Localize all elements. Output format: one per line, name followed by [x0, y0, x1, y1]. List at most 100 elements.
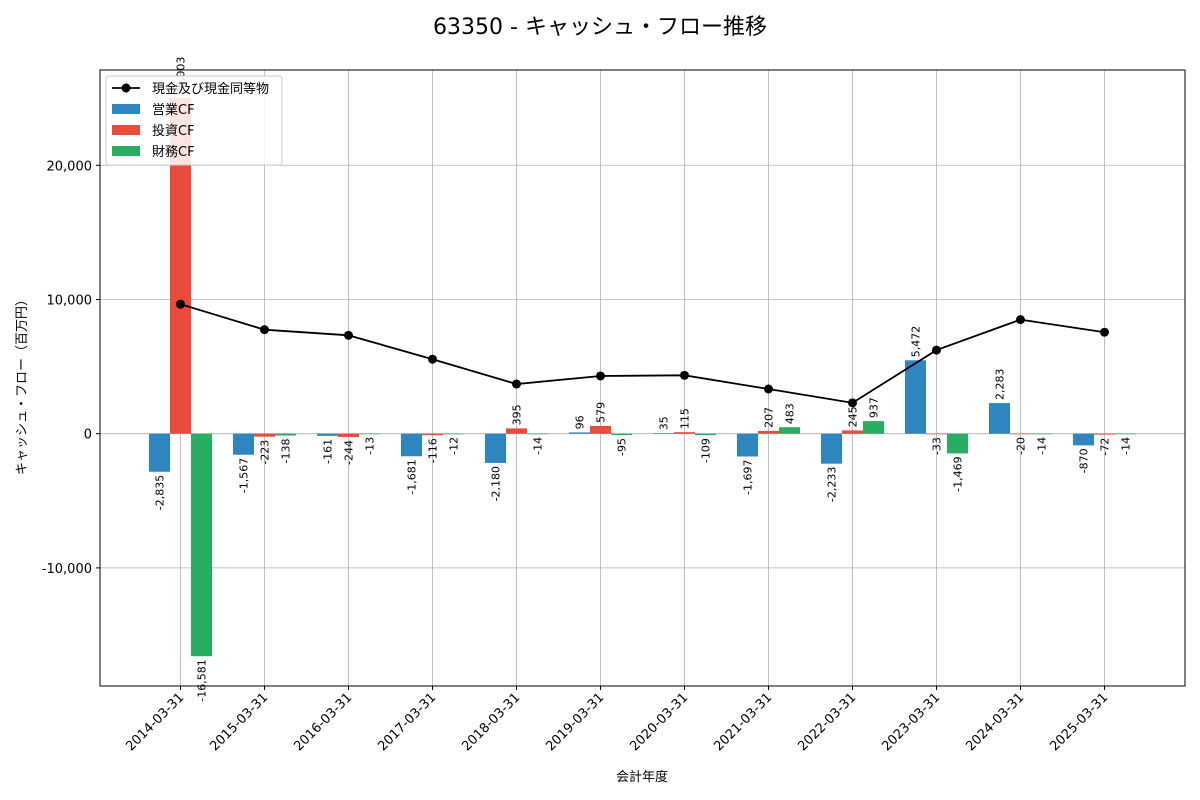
bar-label-財務CF-2016-03-31: -13 [364, 437, 377, 455]
bar-label-財務CF-2021-03-31: 483 [784, 403, 797, 424]
bar-財務CF-2022-03-31 [863, 421, 884, 434]
bar-label-投資CF-2021-03-31: 207 [763, 407, 776, 428]
bar-label-営業CF-2016-03-31: -161 [322, 439, 335, 464]
x-tick-label-3: 2017-03-31 [375, 690, 439, 754]
bar-label-投資CF-2022-03-31: 245 [847, 406, 860, 427]
bar-財務CF-2016-03-31 [359, 433, 380, 435]
y-axis-label: キャッシュ・フロー（百万円） [15, 293, 30, 475]
bar-財務CF-2021-03-31 [779, 427, 800, 434]
bar-財務CF-2014-03-31 [191, 433, 212, 657]
y-tick-label-3: 20,000 [47, 159, 93, 174]
y-tick-label-1: 0 [84, 428, 92, 443]
bar-財務CF-2017-03-31 [443, 433, 464, 435]
bar-label-営業CF-2023-03-31: 5,472 [910, 326, 923, 358]
bar-label-財務CF-2015-03-31: -138 [280, 439, 293, 464]
bar-財務CF-2023-03-31 [947, 433, 968, 454]
bar-財務CF-2024-03-31 [1031, 433, 1052, 435]
x-tick-label-1: 2015-03-31 [207, 690, 271, 754]
bar-label-営業CF-2021-03-31: -1,697 [742, 459, 755, 494]
x-tick-label-7: 2021-03-31 [711, 690, 775, 754]
bar-営業CF-2014-03-31 [149, 433, 170, 472]
bar-営業CF-2023-03-31 [905, 360, 926, 434]
bar-投資CF-2023-03-31 [926, 433, 947, 435]
bar-label-投資CF-2017-03-31: -116 [427, 438, 440, 463]
line-point-2021-03-31 [764, 384, 773, 394]
y-tick-label-2: 10,000 [47, 293, 93, 308]
bar-label-財務CF-2024-03-31: -14 [1036, 437, 1049, 455]
bar-財務CF-2020-03-31 [695, 433, 716, 436]
bar-投資CF-2015-03-31 [254, 433, 275, 437]
line-point-2016-03-31 [344, 330, 353, 340]
x-tick-label-6: 2020-03-31 [627, 690, 691, 754]
bar-label-財務CF-2014-03-31: -16,581 [196, 659, 209, 701]
line-point-2025-03-31 [1100, 327, 1109, 337]
bar-投資CF-2014-03-31 [170, 98, 191, 434]
y-tick-label-0: -10,000 [42, 562, 92, 577]
line-cash-equivalents [180, 303, 1105, 404]
legend-swatch-marker [121, 83, 131, 93]
line-point-2022-03-31 [848, 398, 857, 408]
bar-投資CF-2025-03-31 [1094, 433, 1115, 435]
bar-label-投資CF-2016-03-31: -244 [343, 440, 356, 465]
bar-label-営業CF-2018-03-31: -2,180 [490, 466, 503, 501]
bar-label-営業CF-2017-03-31: -1,681 [406, 459, 419, 494]
line-point-2014-03-31 [176, 299, 185, 309]
bar-label-投資CF-2025-03-31: -72 [1099, 438, 1112, 456]
bar-営業CF-2019-03-31 [569, 432, 590, 434]
bar-営業CF-2024-03-31 [989, 403, 1010, 434]
line-point-2017-03-31 [428, 354, 437, 364]
bar-label-財務CF-2017-03-31: -12 [448, 437, 461, 455]
line-point-2019-03-31 [596, 371, 605, 381]
bar-投資CF-2024-03-31 [1010, 433, 1031, 435]
bar-label-営業CF-2015-03-31: -1,567 [238, 458, 251, 493]
bar-財務CF-2025-03-31 [1115, 433, 1136, 435]
line-point-2023-03-31 [932, 345, 941, 355]
x-axis-label: 会計年度 [616, 769, 668, 785]
bar-営業CF-2025-03-31 [1073, 433, 1094, 446]
bar-label-投資CF-2019-03-31: 579 [595, 402, 608, 423]
bar-投資CF-2018-03-31 [506, 428, 527, 434]
bar-label-財務CF-2025-03-31: -14 [1120, 437, 1133, 455]
bar-label-営業CF-2024-03-31: 2,283 [994, 369, 1007, 401]
bar-label-投資CF-2015-03-31: -223 [259, 440, 272, 465]
chart-title: 63350 - キャッシュ・フロー推移 [433, 15, 767, 40]
bar-投資CF-2021-03-31 [758, 430, 779, 434]
x-tick-label-10: 2024-03-31 [963, 690, 1027, 754]
bar-label-財務CF-2023-03-31: -1,469 [952, 456, 965, 491]
line-point-2015-03-31 [260, 325, 269, 335]
bar-営業CF-2018-03-31 [485, 433, 506, 463]
bar-投資CF-2016-03-31 [338, 433, 359, 437]
bar-営業CF-2022-03-31 [821, 433, 842, 464]
bar-label-投資CF-2020-03-31: 115 [679, 408, 692, 429]
legend-swatch-財務CF [112, 146, 140, 156]
legend-label-投資CF: 投資CF [152, 123, 195, 139]
bar-財務CF-2019-03-31 [611, 433, 632, 435]
bar-label-営業CF-2022-03-31: -2,233 [826, 467, 839, 502]
line-point-2018-03-31 [512, 379, 521, 389]
legend-swatch-営業CF [112, 104, 140, 114]
bar-財務CF-2018-03-31 [527, 433, 548, 435]
bar-投資CF-2022-03-31 [842, 430, 863, 434]
line-point-2020-03-31 [680, 370, 689, 380]
bar-label-財務CF-2018-03-31: -14 [532, 437, 545, 455]
bar-label-営業CF-2020-03-31: 35 [658, 416, 671, 430]
x-tick-label-11: 2025-03-31 [1047, 690, 1111, 754]
bar-営業CF-2017-03-31 [401, 433, 422, 457]
bar-label-財務CF-2019-03-31: -95 [616, 438, 629, 456]
x-tick-label-4: 2018-03-31 [459, 690, 523, 754]
x-tick-label-5: 2019-03-31 [543, 690, 607, 754]
bar-投資CF-2017-03-31 [422, 433, 443, 436]
bar-財務CF-2015-03-31 [275, 433, 296, 436]
bar-label-財務CF-2022-03-31: 937 [868, 397, 881, 418]
bar-label-営業CF-2014-03-31: -2,835 [154, 475, 167, 510]
plot-frame [99, 69, 1186, 687]
legend-label-営業CF: 営業CF [152, 102, 195, 118]
legend-swatch-投資CF [112, 125, 140, 135]
x-tick-label-0: 2014-03-31 [123, 690, 187, 754]
x-tick-label-8: 2022-03-31 [795, 690, 859, 754]
bar-label-投資CF-2024-03-31: -20 [1015, 437, 1028, 455]
x-tick-label-2: 2016-03-31 [291, 690, 355, 754]
x-tick-label-9: 2023-03-31 [879, 690, 943, 754]
